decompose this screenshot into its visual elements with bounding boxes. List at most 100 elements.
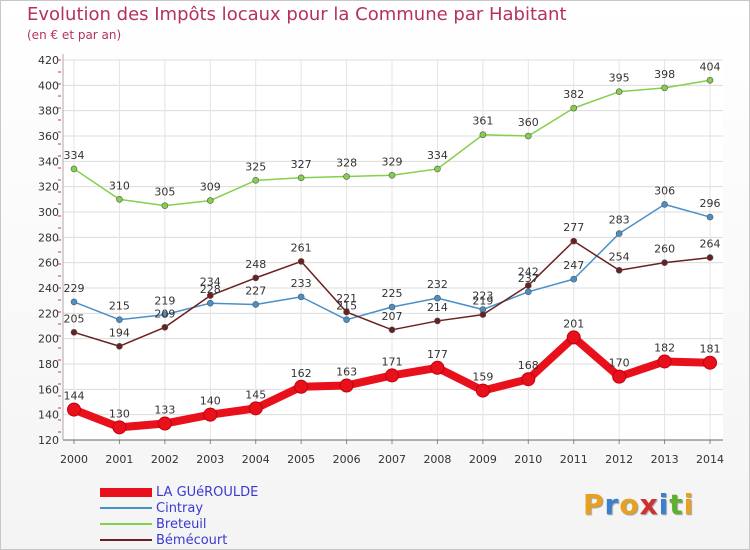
data-label: 232 [427,278,448,291]
data-label: 145 [245,388,266,401]
data-point [615,88,623,95]
data-point [161,311,169,318]
legend: LA GUéROULDE Cintray Breteuil Bémécourt [100,484,258,548]
data-label: 277 [563,221,584,234]
data-label: 163 [336,366,357,379]
y-tick-label: 160 [38,383,59,396]
data-point [703,355,718,370]
data-point [206,299,214,307]
data-label: 219 [472,295,493,308]
x-tick-label: 2011 [560,453,588,466]
x-tick-label: 2000 [60,453,88,466]
data-point [524,288,532,296]
data-point [434,317,441,325]
logo-letter: i [683,488,695,521]
data-point [388,303,396,311]
data-label: 221 [336,292,357,305]
data-point [615,230,623,237]
data-label: 168 [518,359,539,372]
y-tick-label: 300 [38,206,59,219]
data-label: 219 [154,295,175,308]
y-tick-label: 260 [38,257,59,270]
data-label: 261 [291,241,312,254]
data-label: 395 [609,72,630,85]
data-label: 144 [64,390,85,403]
data-label: 325 [245,160,266,173]
x-tick-label: 2003 [196,453,224,466]
y-tick-label: 420 [38,54,59,67]
data-label: 305 [154,186,175,199]
logo-letter: P [583,488,605,521]
data-point [294,379,309,394]
data-label: 171 [382,355,403,368]
data-label: 181 [700,343,721,356]
data-label: 327 [291,158,312,171]
chart-subtitle: (en € et par an) [27,28,122,42]
data-label: 228 [200,283,221,296]
data-point [343,173,350,180]
y-tick-label: 200 [38,333,59,346]
data-point [297,293,305,301]
data-label: 182 [654,341,675,354]
data-label: 207 [382,310,403,323]
data-point [70,329,78,336]
data-point [566,330,581,345]
y-tick-label: 380 [38,105,59,118]
legend-label: LA GUéROULDE [156,484,259,500]
y-tick-label: 320 [38,181,59,194]
legend-item-breteuil: Breteuil [100,516,258,532]
legend-label: Cintray [156,500,204,516]
data-point [161,202,169,209]
y-tick-label: 140 [38,409,59,422]
x-tick-label: 2014 [696,453,724,466]
x-tick-label: 2010 [514,453,542,466]
data-point [661,201,668,208]
data-label: 162 [291,367,312,380]
data-label: 260 [654,243,675,256]
data-point [479,131,487,139]
data-label: 209 [154,307,175,320]
data-label: 247 [563,259,584,272]
data-label: 170 [609,357,630,370]
legend-swatch-cintray [100,507,152,509]
data-label: 310 [109,179,130,192]
logo-letter: t [669,488,684,521]
data-label: 242 [518,265,539,278]
data-point [157,416,172,431]
axis-layer: 120 140 160 180 200 220 240 260 280 300 320 340 360 3… [38,54,724,466]
data-label: 133 [154,404,175,417]
data-label: 130 [109,407,130,420]
data-point [661,259,668,266]
logo-letter: r [604,488,620,521]
data-label: 334 [64,149,85,162]
legend-swatch-breteuil [100,523,152,525]
data-label: 328 [336,157,357,170]
data-point [343,316,350,323]
data-label: 254 [609,250,630,263]
data-label: 296 [700,197,721,210]
y-tick-label: 120 [38,434,59,447]
logo-letter: i [658,488,670,521]
data-label-layer: 144 130 133 140 145 162 163 171 177 159 168 201 170 1… [64,60,721,420]
data-point [706,254,714,261]
proxiti-logo: Proxiti [583,488,694,521]
data-point [343,308,350,316]
data-point [339,378,354,393]
data-point [161,323,169,331]
y-tick-label: 280 [38,231,59,244]
data-label: 177 [427,348,448,361]
data-label: 223 [472,290,493,303]
data-point [706,76,714,84]
data-label: 159 [472,371,493,384]
y-tick-label: 240 [38,282,59,295]
data-point [116,316,123,323]
data-point [661,84,668,92]
data-label: 205 [64,312,85,325]
y-tick-label: 360 [38,130,59,143]
legend-item-la-gueroulde: LA GUéROULDE [100,484,258,500]
data-point [521,372,536,387]
data-label: 140 [200,395,221,408]
data-label: 214 [427,301,448,314]
data-point [297,174,305,182]
